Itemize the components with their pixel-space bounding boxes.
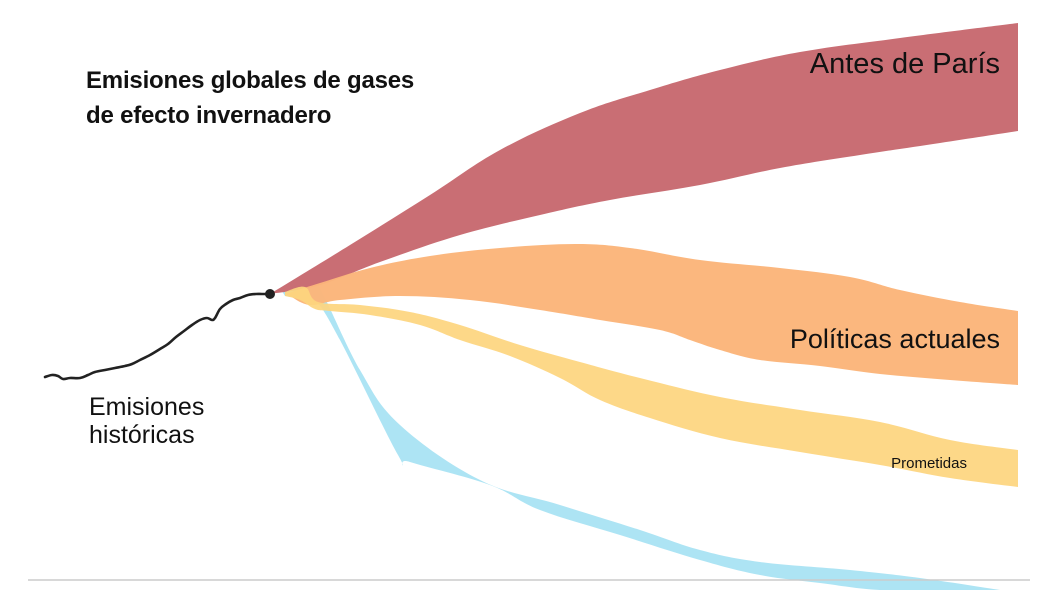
label-historicas-line-1: Emisiones [89, 393, 205, 421]
band-politicas-actuales [285, 244, 1018, 385]
label-politicas-actuales: Políticas actuales [789, 324, 1000, 354]
band-antes-paris [270, 23, 1018, 294]
band-prometidas [285, 286, 1018, 487]
label-prometidas: Prometidas [891, 455, 967, 472]
historical-emissions-line [43, 292, 272, 381]
chart-title-line-1: Emisiones globales de gases [86, 67, 415, 94]
present-day-marker [265, 289, 275, 299]
label-antes-de-paris: Antes de París [809, 48, 1000, 80]
chart-title: Emisiones globales de gases de efecto in… [86, 63, 506, 133]
label-emisiones-historicas: Emisiones históricas [89, 393, 204, 449]
label-historicas-line-2: históricas [89, 421, 195, 449]
chart-title-line-2: de efecto invernadero [86, 102, 332, 129]
